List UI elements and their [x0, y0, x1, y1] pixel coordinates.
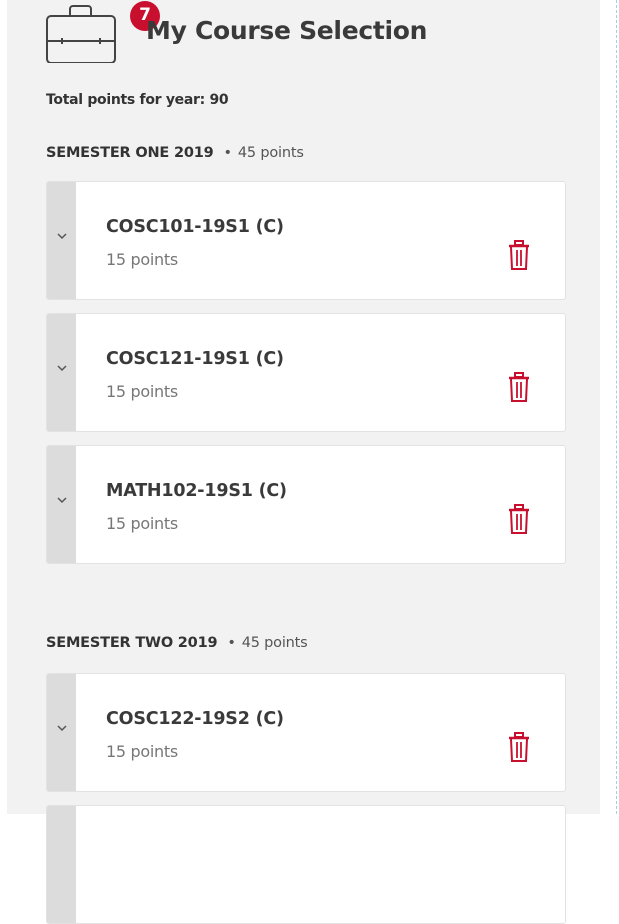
- course-code: COSC121-19S1 (C): [106, 349, 284, 369]
- divider: [616, 0, 617, 814]
- total-points: Total points for year: 90: [46, 92, 229, 108]
- semester-points: 45 points: [237, 145, 304, 161]
- page-title: My Course Selection: [146, 16, 428, 45]
- expand-strip[interactable]: [47, 806, 76, 923]
- course-points: 15 points: [106, 250, 178, 269]
- briefcase-icon: 7: [46, 1, 160, 64]
- trash-icon[interactable]: [509, 372, 529, 402]
- course-points: 15 points: [106, 514, 178, 533]
- course-card[interactable]: [46, 805, 566, 924]
- chevron-down-icon[interactable]: [56, 722, 68, 734]
- course-code: COSC101-19S1 (C): [106, 217, 284, 237]
- chevron-down-icon[interactable]: [56, 230, 68, 242]
- course-card[interactable]: COSC122-19S2 (C) 15 points: [46, 673, 566, 792]
- expand-toggle[interactable]: [47, 314, 76, 431]
- course-points: 15 points: [106, 382, 178, 401]
- course-points: 15 points: [106, 742, 178, 761]
- trash-icon[interactable]: [509, 504, 529, 534]
- course-code: MATH102-19S1 (C): [106, 481, 287, 501]
- expand-toggle[interactable]: [47, 446, 76, 563]
- course-card[interactable]: MATH102-19S1 (C) 15 points: [46, 445, 566, 564]
- semester-name: SEMESTER ONE 2019: [46, 145, 214, 161]
- course-code: COSC122-19S2 (C): [106, 709, 284, 729]
- semester-name: SEMESTER TWO 2019: [46, 635, 218, 651]
- trash-icon[interactable]: [509, 732, 529, 762]
- course-card[interactable]: COSC101-19S1 (C) 15 points: [46, 181, 566, 300]
- semester-heading: SEMESTER TWO 2019 • 45 points: [46, 635, 308, 651]
- chevron-down-icon[interactable]: [56, 362, 68, 374]
- expand-toggle[interactable]: [47, 674, 76, 791]
- chevron-down-icon[interactable]: [56, 494, 68, 506]
- trash-icon[interactable]: [509, 240, 529, 270]
- course-card[interactable]: COSC121-19S1 (C) 15 points: [46, 313, 566, 432]
- expand-toggle[interactable]: [47, 182, 76, 299]
- semester-points: 45 points: [241, 635, 308, 651]
- selection-count-badge: 7: [130, 1, 160, 31]
- semester-heading: SEMESTER ONE 2019 • 45 points: [46, 145, 304, 161]
